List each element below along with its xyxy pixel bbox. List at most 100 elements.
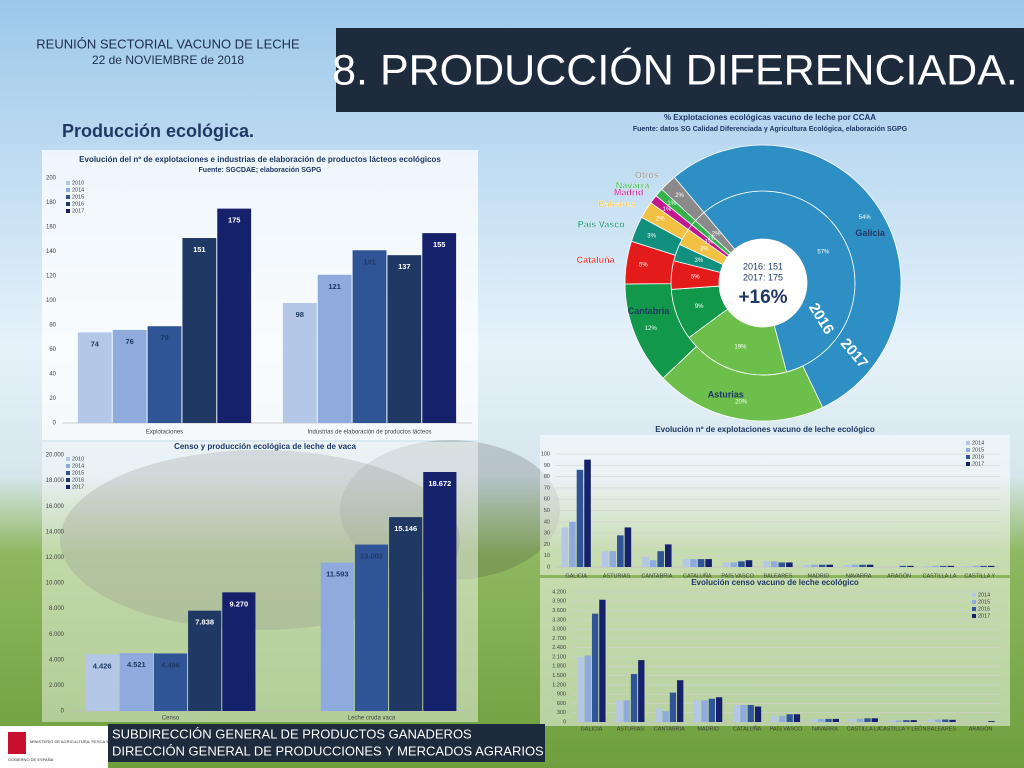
legend-swatch [972,607,976,611]
y-tick-label: 70 [544,485,550,491]
data-label: 76 [125,337,133,346]
y-tick-label: 80 [49,323,56,329]
x-tick-label: BALEARES [763,573,792,579]
y-tick-label: 1.200 [552,682,566,688]
x-tick-label: PAÍS VASCO [770,725,803,732]
bar [723,562,730,567]
y-tick-label: 2.000 [49,683,65,689]
category-label: País Vasco [578,220,626,230]
logo-text: GOBIERNO DE ESPAÑA [8,757,54,762]
legend-label: 2014 [72,463,84,469]
legend-label: 2017 [72,484,84,490]
bar [786,714,793,722]
slice-label: 2% [712,231,721,237]
bar [747,704,754,722]
legend-swatch [66,209,70,213]
slice-label: 2% [656,216,665,222]
data-label: 11.593 [326,570,349,579]
footer-line: DIRECCIÓN GENERAL DE PRODUCCIONES Y MERC… [112,743,544,758]
bar [818,564,826,567]
slice-label: 20% [735,400,748,406]
bar [188,610,222,711]
bar [705,559,712,567]
bar [934,719,942,722]
slice-label: 19% [734,345,747,351]
y-tick-label: 200 [46,176,57,182]
category-label: Baleares [598,199,636,209]
category-label: Navarra [616,180,651,190]
bar [899,565,907,567]
bar [85,654,119,711]
bar [561,527,569,567]
x-tick-label: BALEARES [927,726,956,732]
chart-title: % Explotaciones ecológicas vacuno de lec… [664,113,876,122]
center-note: +16% [738,287,787,308]
y-tick-label: 14.000 [46,529,65,535]
bar [939,565,947,567]
y-tick-label: 3.300 [552,617,566,623]
data-label: 155 [433,240,446,249]
x-tick-label: MADRID [697,726,719,732]
bar [778,562,786,567]
legend-label: 2015 [972,447,984,453]
legend-label: 2015 [72,194,84,200]
slice-label: 1% [707,236,716,242]
bar [389,517,423,711]
chart-title: Evolución del nº de explotaciones e indu… [79,155,441,164]
y-tick-label: 300 [557,710,566,716]
bar [662,711,669,722]
bar [623,700,630,722]
chart-subtitle: Fuente: SGCDAE; elaboración SGPG [199,167,322,174]
bar [826,564,833,567]
y-tick-label: 50 [544,508,550,514]
bar [630,674,638,722]
slice-label: 12% [645,326,658,332]
y-tick-label: 900 [557,692,566,698]
panel [540,578,1010,726]
logo-text: MINISTERIO DE AGRICULTURA, PESCA Y ALIME… [30,739,139,744]
y-tick-label: 30 [544,531,550,537]
x-tick-label: ARAGÓN [887,572,911,579]
title-box [336,28,1024,112]
bar [577,657,584,722]
bar [352,250,387,423]
bar [987,565,995,567]
bar [740,704,747,722]
slide-title: 8. PRODUCCIÓN DIFERENCIADA. [332,46,1018,94]
y-tick-label: 10 [544,553,550,559]
bar [793,714,801,722]
slice-label: 1% [663,207,672,213]
bar [949,719,956,722]
bar [754,706,762,722]
x-tick-label: GALICIA [565,573,587,579]
footer-line: SUBDIRECCIÓN GENERAL DE PRODUCTOS GANADE… [112,726,472,741]
y-tick-label: 2.100 [552,654,566,660]
data-label: 13.002 [360,552,383,561]
bar [617,535,624,567]
legend-label: 2010 [72,456,84,462]
legend-swatch [66,457,70,461]
x-tick-label: ASTURIAS [603,573,631,579]
slice-label: 3% [700,246,709,252]
donut-slice [673,144,902,408]
bar [584,655,591,722]
data-label: 4.426 [93,661,112,670]
bar [818,718,825,722]
legend-swatch [972,614,976,618]
x-tick-label: CASTILLA Y LEÓN [879,725,926,732]
legend-swatch [66,485,70,489]
y-tick-label: 20 [49,396,56,402]
x-tick-label: ASTURIAS [617,726,645,732]
legend-label: 2017 [978,613,990,619]
bar [387,255,422,423]
bar [690,559,697,567]
center-note: 2016: 151 [743,261,783,271]
bar [354,544,389,711]
legend-swatch [966,462,970,466]
bar [810,718,818,722]
y-tick-label: 0 [53,421,57,427]
bar [965,565,972,567]
x-tick-label: CASTILLA LA [922,573,956,579]
legend-swatch [66,471,70,475]
y-tick-label: 60 [544,497,550,503]
